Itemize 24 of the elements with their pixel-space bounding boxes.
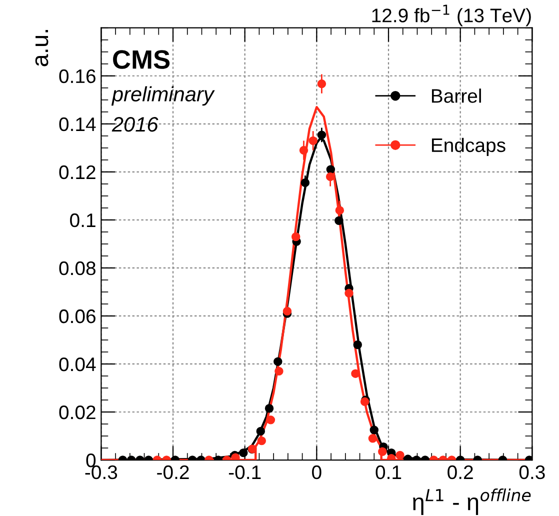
legend-label: Barrel <box>432 88 481 103</box>
y-tick-label: 0 <box>86 453 96 468</box>
y-tick-label: 0.1 <box>70 213 96 228</box>
x-axis-title: η$^{L1}$ - η$^{offline}$ <box>412 488 531 516</box>
x-tick-label: 0.3 <box>519 465 545 480</box>
y-tick-label: 0.16 <box>59 69 96 84</box>
y-tick-label: 0.04 <box>59 357 96 372</box>
x-tick-label: 0.1 <box>376 465 402 480</box>
legend-label: Endcaps <box>432 138 506 156</box>
x-tick-label: 0 <box>312 465 322 480</box>
y-tick-label: 0.08 <box>59 261 96 276</box>
chart-title: 12.9 fb$^{−1}$ (13 TeV) <box>372 4 531 26</box>
x-tick-label: -0.1 <box>228 465 261 480</box>
y-axis-title: a.u. <box>35 30 48 66</box>
y-tick-label: 0.02 <box>59 405 96 420</box>
annotation: preliminary <box>111 86 215 106</box>
x-tick-label: 0.2 <box>448 465 473 480</box>
x-tick-label: -0.2 <box>157 465 189 480</box>
x-tick-label: -0.3 <box>85 465 118 480</box>
annotation: CMS <box>113 50 170 69</box>
annotation: 2016 <box>112 117 158 132</box>
y-tick-label: 0.06 <box>59 309 96 324</box>
y-tick-label: 0.12 <box>59 165 96 180</box>
y-tick-label: 0.14 <box>59 117 96 132</box>
